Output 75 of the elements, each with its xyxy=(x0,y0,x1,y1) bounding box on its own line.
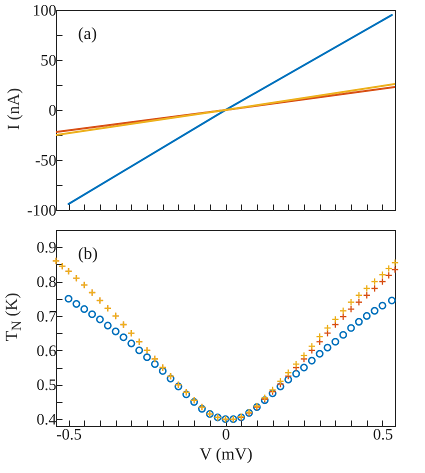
point xyxy=(370,284,378,292)
point xyxy=(308,342,316,350)
point xyxy=(324,324,332,332)
point xyxy=(332,316,340,324)
y-tick-label: 0.7 xyxy=(36,308,56,326)
y-tick-label: -100 xyxy=(27,202,56,220)
y-tick-label: 0.4 xyxy=(36,412,56,429)
point xyxy=(112,328,120,336)
point xyxy=(370,306,379,315)
point xyxy=(276,377,284,386)
point xyxy=(324,344,332,352)
point xyxy=(332,320,340,328)
x-tick-label: 0 xyxy=(222,426,230,444)
x-axis-title: V (mV) xyxy=(199,444,253,464)
point xyxy=(284,376,292,384)
point xyxy=(384,264,393,272)
point xyxy=(331,338,340,346)
point xyxy=(362,312,371,320)
point xyxy=(276,382,284,390)
y-tick-label: 0.6 xyxy=(36,342,56,360)
point xyxy=(316,338,324,346)
point xyxy=(388,296,396,304)
annotation: (a) xyxy=(78,24,97,43)
point xyxy=(284,368,292,377)
point xyxy=(378,278,386,286)
y-tick-label: -50 xyxy=(35,152,56,170)
point xyxy=(127,340,136,348)
annotation: (b) xyxy=(78,244,98,263)
point xyxy=(339,312,348,320)
point xyxy=(391,266,399,274)
point xyxy=(150,360,159,368)
point xyxy=(362,284,371,292)
point xyxy=(120,333,128,342)
x-tick-label: -0.5 xyxy=(56,426,82,444)
x-tick-label: 0.5 xyxy=(372,426,393,444)
y-tick-label: 50 xyxy=(40,52,56,70)
point xyxy=(292,370,300,378)
point xyxy=(158,367,167,375)
point xyxy=(347,298,355,306)
point xyxy=(80,305,88,313)
point xyxy=(355,292,363,300)
point xyxy=(347,324,355,332)
point xyxy=(354,318,363,326)
point xyxy=(88,310,96,318)
y-tick-label: 0.5 xyxy=(36,377,56,394)
point xyxy=(324,329,332,337)
point xyxy=(64,294,72,303)
point xyxy=(166,374,174,382)
point xyxy=(300,352,308,360)
point xyxy=(378,302,386,310)
point xyxy=(378,270,386,279)
y-axis-title: I (nA) xyxy=(4,88,24,130)
point xyxy=(355,298,363,306)
point xyxy=(370,278,378,286)
point xyxy=(292,360,300,368)
point xyxy=(316,350,324,358)
point xyxy=(143,353,151,362)
point xyxy=(308,346,316,354)
point xyxy=(135,346,144,354)
y-tick-label: 0.8 xyxy=(36,274,56,292)
point xyxy=(104,322,112,330)
point xyxy=(316,332,324,340)
point xyxy=(362,292,371,300)
point xyxy=(300,364,308,372)
point xyxy=(96,316,104,324)
point xyxy=(308,356,316,365)
point xyxy=(339,330,348,339)
point xyxy=(347,305,355,313)
point xyxy=(384,272,393,280)
y-tick-label: 0.9 xyxy=(36,240,56,257)
point xyxy=(339,306,348,315)
y-tick-label: 0 xyxy=(48,102,56,120)
y-tick-label: 100 xyxy=(32,2,56,20)
point xyxy=(391,258,399,266)
point xyxy=(72,300,80,308)
